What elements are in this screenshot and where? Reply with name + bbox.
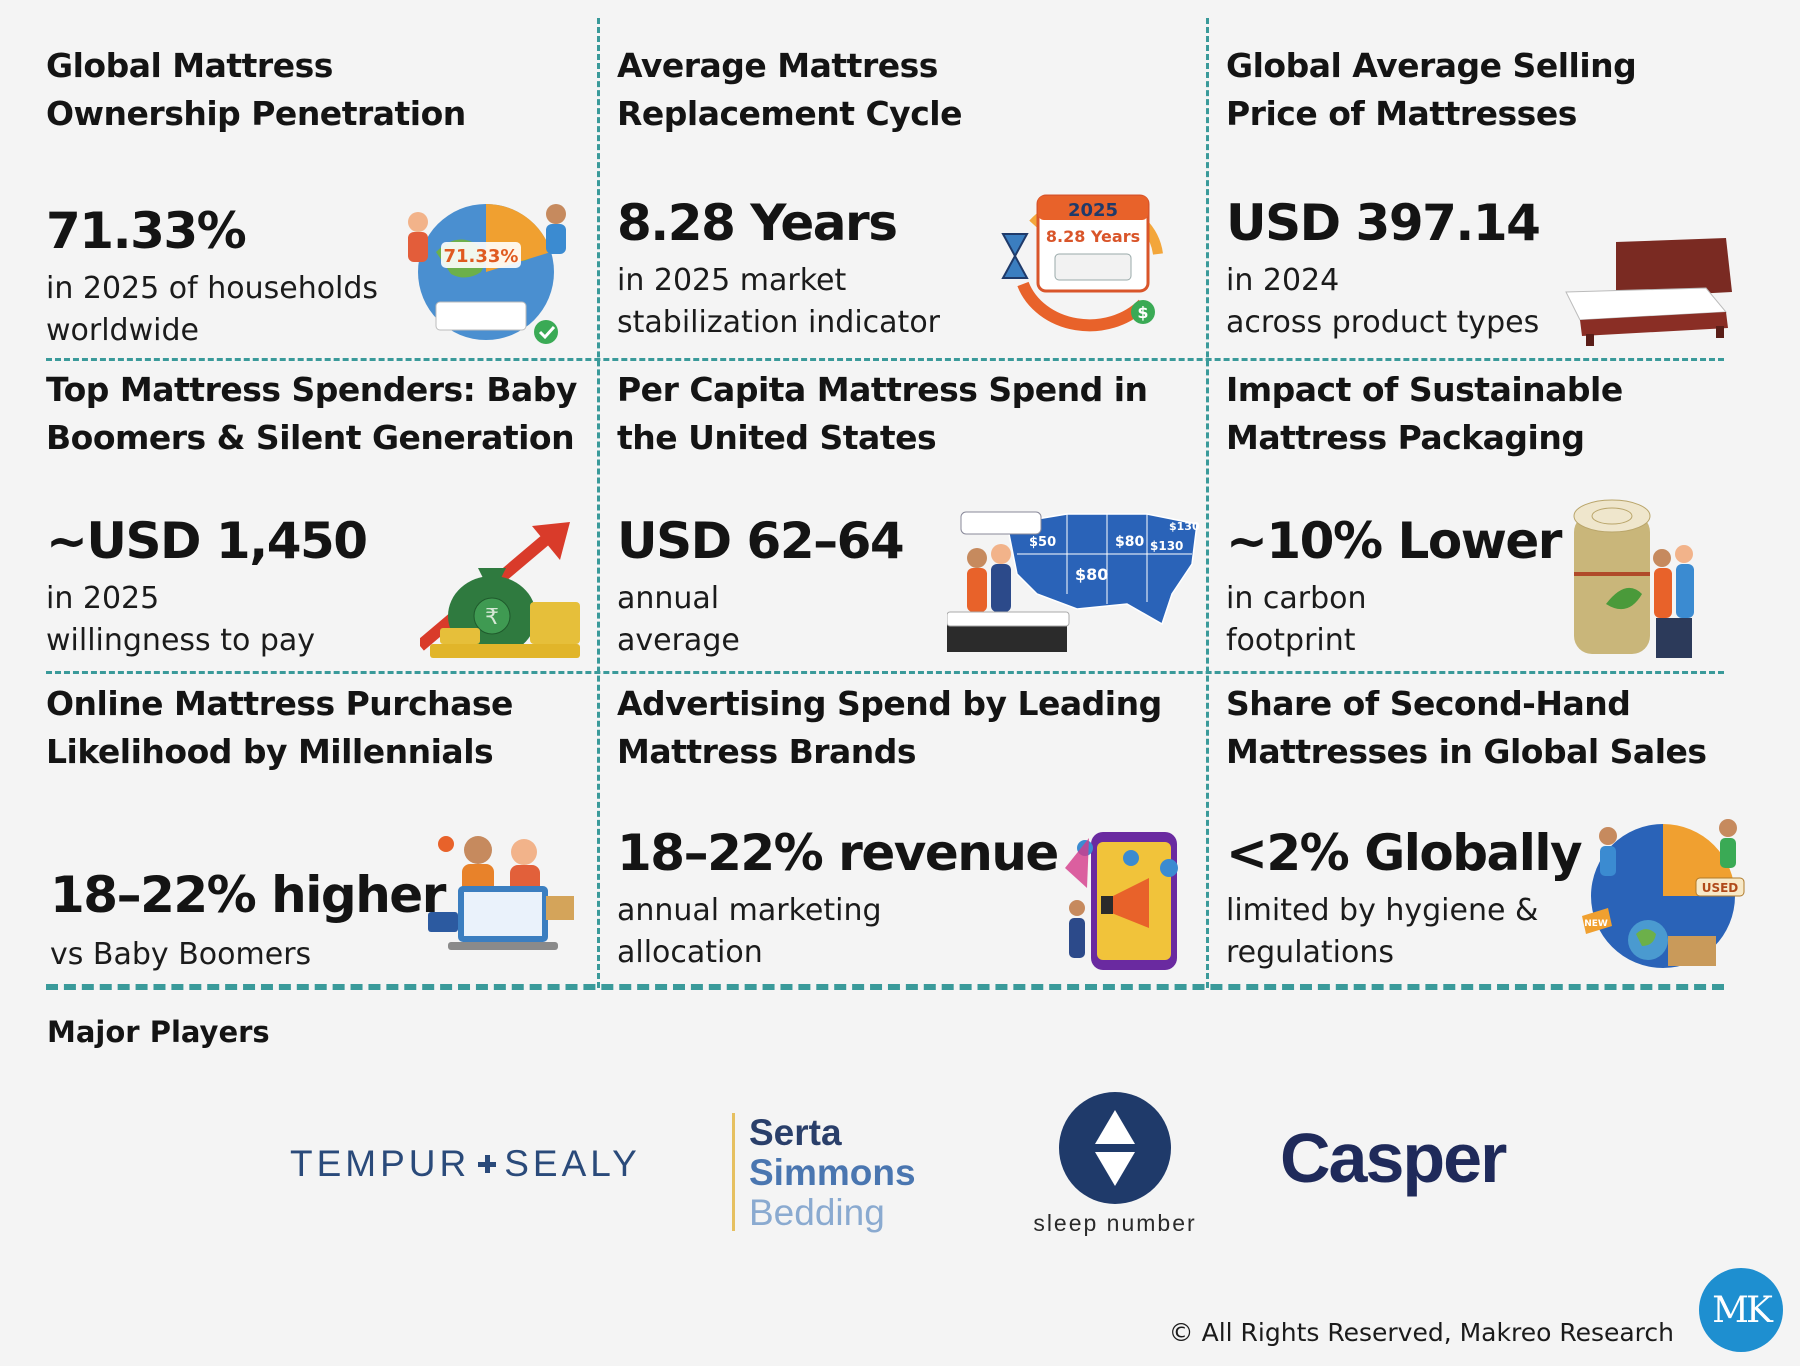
bedding-text: Bedding bbox=[749, 1192, 885, 1233]
row-divider-2 bbox=[46, 671, 1724, 674]
online-shopping-illustration bbox=[428, 836, 574, 950]
card-value: ~10% Lower bbox=[1226, 512, 1562, 570]
sleep-number-logo: sleep number bbox=[1030, 1092, 1200, 1237]
major-players-title: Major Players bbox=[47, 1015, 270, 1049]
column-divider-2 bbox=[1206, 18, 1209, 988]
sleep-number-icon bbox=[1059, 1092, 1171, 1204]
used-badge: USED bbox=[1702, 881, 1739, 895]
tempur-sealy-logo: TEMPUR SEALY bbox=[290, 1143, 641, 1185]
serta-text: Serta bbox=[749, 1112, 842, 1153]
currency-symbol: ₹ bbox=[485, 605, 499, 630]
column-divider-1 bbox=[597, 18, 600, 988]
card-value: USD 62–64 bbox=[617, 512, 905, 570]
map-label: $130 bbox=[1169, 520, 1200, 533]
card-value: <2% Globally bbox=[1226, 824, 1583, 882]
card-value: 8.28 Years bbox=[617, 194, 898, 252]
card-title: Average Mattress Replacement Cycle bbox=[617, 46, 962, 133]
map-label: $130 bbox=[1150, 539, 1183, 553]
simmons-text: Simmons bbox=[749, 1152, 916, 1193]
sealy-brand-text: SEALY bbox=[504, 1143, 641, 1184]
stat-card-advertising-spend: Advertising Spend by Leading Mattress Br… bbox=[617, 680, 1197, 980]
card-title: Impact of Sustainable Mattress Packaging bbox=[1226, 370, 1623, 457]
new-badge: NEW bbox=[1584, 919, 1608, 929]
stat-card-online-purchase: Online Mattress Purchase Likelihood by M… bbox=[46, 680, 586, 980]
card-title: Global Mattress Ownership Penetration bbox=[46, 46, 466, 133]
casper-logo: Casper bbox=[1280, 1119, 1507, 1197]
stat-card-ownership: Global Mattress Ownership Penetration 71… bbox=[46, 42, 586, 352]
card-title: Top Mattress Spenders: Baby Boomers & Si… bbox=[46, 370, 577, 457]
card-value: ~USD 1,450 bbox=[46, 512, 368, 570]
map-label: $50 bbox=[1029, 535, 1056, 550]
card-title: Global Average Selling Price of Mattress… bbox=[1226, 46, 1637, 133]
tempur-text: TEMPUR bbox=[290, 1143, 471, 1184]
money-bag-growth-illustration: ₹ bbox=[420, 522, 580, 658]
card-description: in 2025 of households worldwide bbox=[46, 271, 379, 348]
second-hand-mattress-illustration: USED NEW bbox=[1582, 819, 1745, 968]
stat-card-top-spenders: Top Mattress Spenders: Baby Boomers & Si… bbox=[46, 366, 586, 666]
map-label: $80 bbox=[1075, 565, 1108, 584]
serta-simmons-logo: Serta Simmons Bedding bbox=[732, 1112, 916, 1233]
stat-card-replacement-cycle: Average Mattress Replacement Cycle 8.28 … bbox=[617, 42, 1197, 352]
card-title: Advertising Spend by Leading Mattress Br… bbox=[617, 684, 1162, 771]
card-value: 18–22% revenue bbox=[617, 824, 1059, 882]
bed-illustration bbox=[1565, 238, 1732, 346]
us-map-illustration: $50 $80 $130 $130 $80 bbox=[947, 511, 1200, 652]
megaphone-phone-illustration bbox=[1065, 832, 1178, 970]
calendar-cycle-illustration: 2025 8.28 Years $ bbox=[1001, 194, 1163, 332]
card-description: in 2025 willingness to pay bbox=[46, 581, 316, 658]
globe-badge-text: 71.33% bbox=[444, 246, 519, 267]
map-label: $80 bbox=[1115, 534, 1144, 550]
card-description: vs Baby Boomers bbox=[50, 937, 312, 972]
globe-households-illustration: 71.33% bbox=[408, 204, 566, 344]
card-description: in carbon footprint bbox=[1226, 581, 1367, 658]
row-divider-1 bbox=[46, 358, 1724, 361]
card-value: 18–22% higher bbox=[50, 866, 446, 924]
card-description: annual average bbox=[617, 581, 740, 658]
calendar-year: 2025 bbox=[1068, 200, 1118, 221]
rolled-mattress-illustration bbox=[1573, 499, 1694, 658]
stat-card-second-hand: Share of Second-Hand Mattresses in Globa… bbox=[1226, 680, 1745, 980]
copyright-text: © All Rights Reserved, Makreo Research bbox=[1168, 1318, 1674, 1347]
card-description: limited by hygiene & regulations bbox=[1226, 893, 1539, 970]
card-description: annual marketing allocation bbox=[617, 893, 882, 970]
card-description: in 2024 across product types bbox=[1226, 263, 1540, 340]
card-title: Online Mattress Purchase Likelihood by M… bbox=[46, 684, 513, 771]
card-value: 71.33% bbox=[46, 202, 247, 260]
stat-card-sustainable-packaging: Impact of Sustainable Mattress Packaging… bbox=[1226, 366, 1724, 666]
card-title: Per Capita Mattress Spend in the United … bbox=[617, 370, 1148, 457]
svg-text:$: $ bbox=[1137, 303, 1148, 322]
makreo-badge: MK bbox=[1699, 1268, 1783, 1352]
plus-icon bbox=[478, 1155, 497, 1173]
calendar-value: 8.28 Years bbox=[1046, 227, 1140, 246]
card-description: in 2025 market stabilization indicator bbox=[617, 263, 941, 340]
stat-card-per-capita-us: Per Capita Mattress Spend in the United … bbox=[617, 366, 1200, 666]
row-divider-3 bbox=[46, 984, 1724, 990]
makreo-badge-text: MK bbox=[1712, 1289, 1773, 1331]
card-title: Share of Second-Hand Mattresses in Globa… bbox=[1226, 684, 1707, 771]
sleep-number-text: sleep number bbox=[1033, 1210, 1197, 1236]
stat-card-average-price: Global Average Selling Price of Mattress… bbox=[1226, 42, 1732, 352]
card-value: USD 397.14 bbox=[1226, 194, 1541, 252]
